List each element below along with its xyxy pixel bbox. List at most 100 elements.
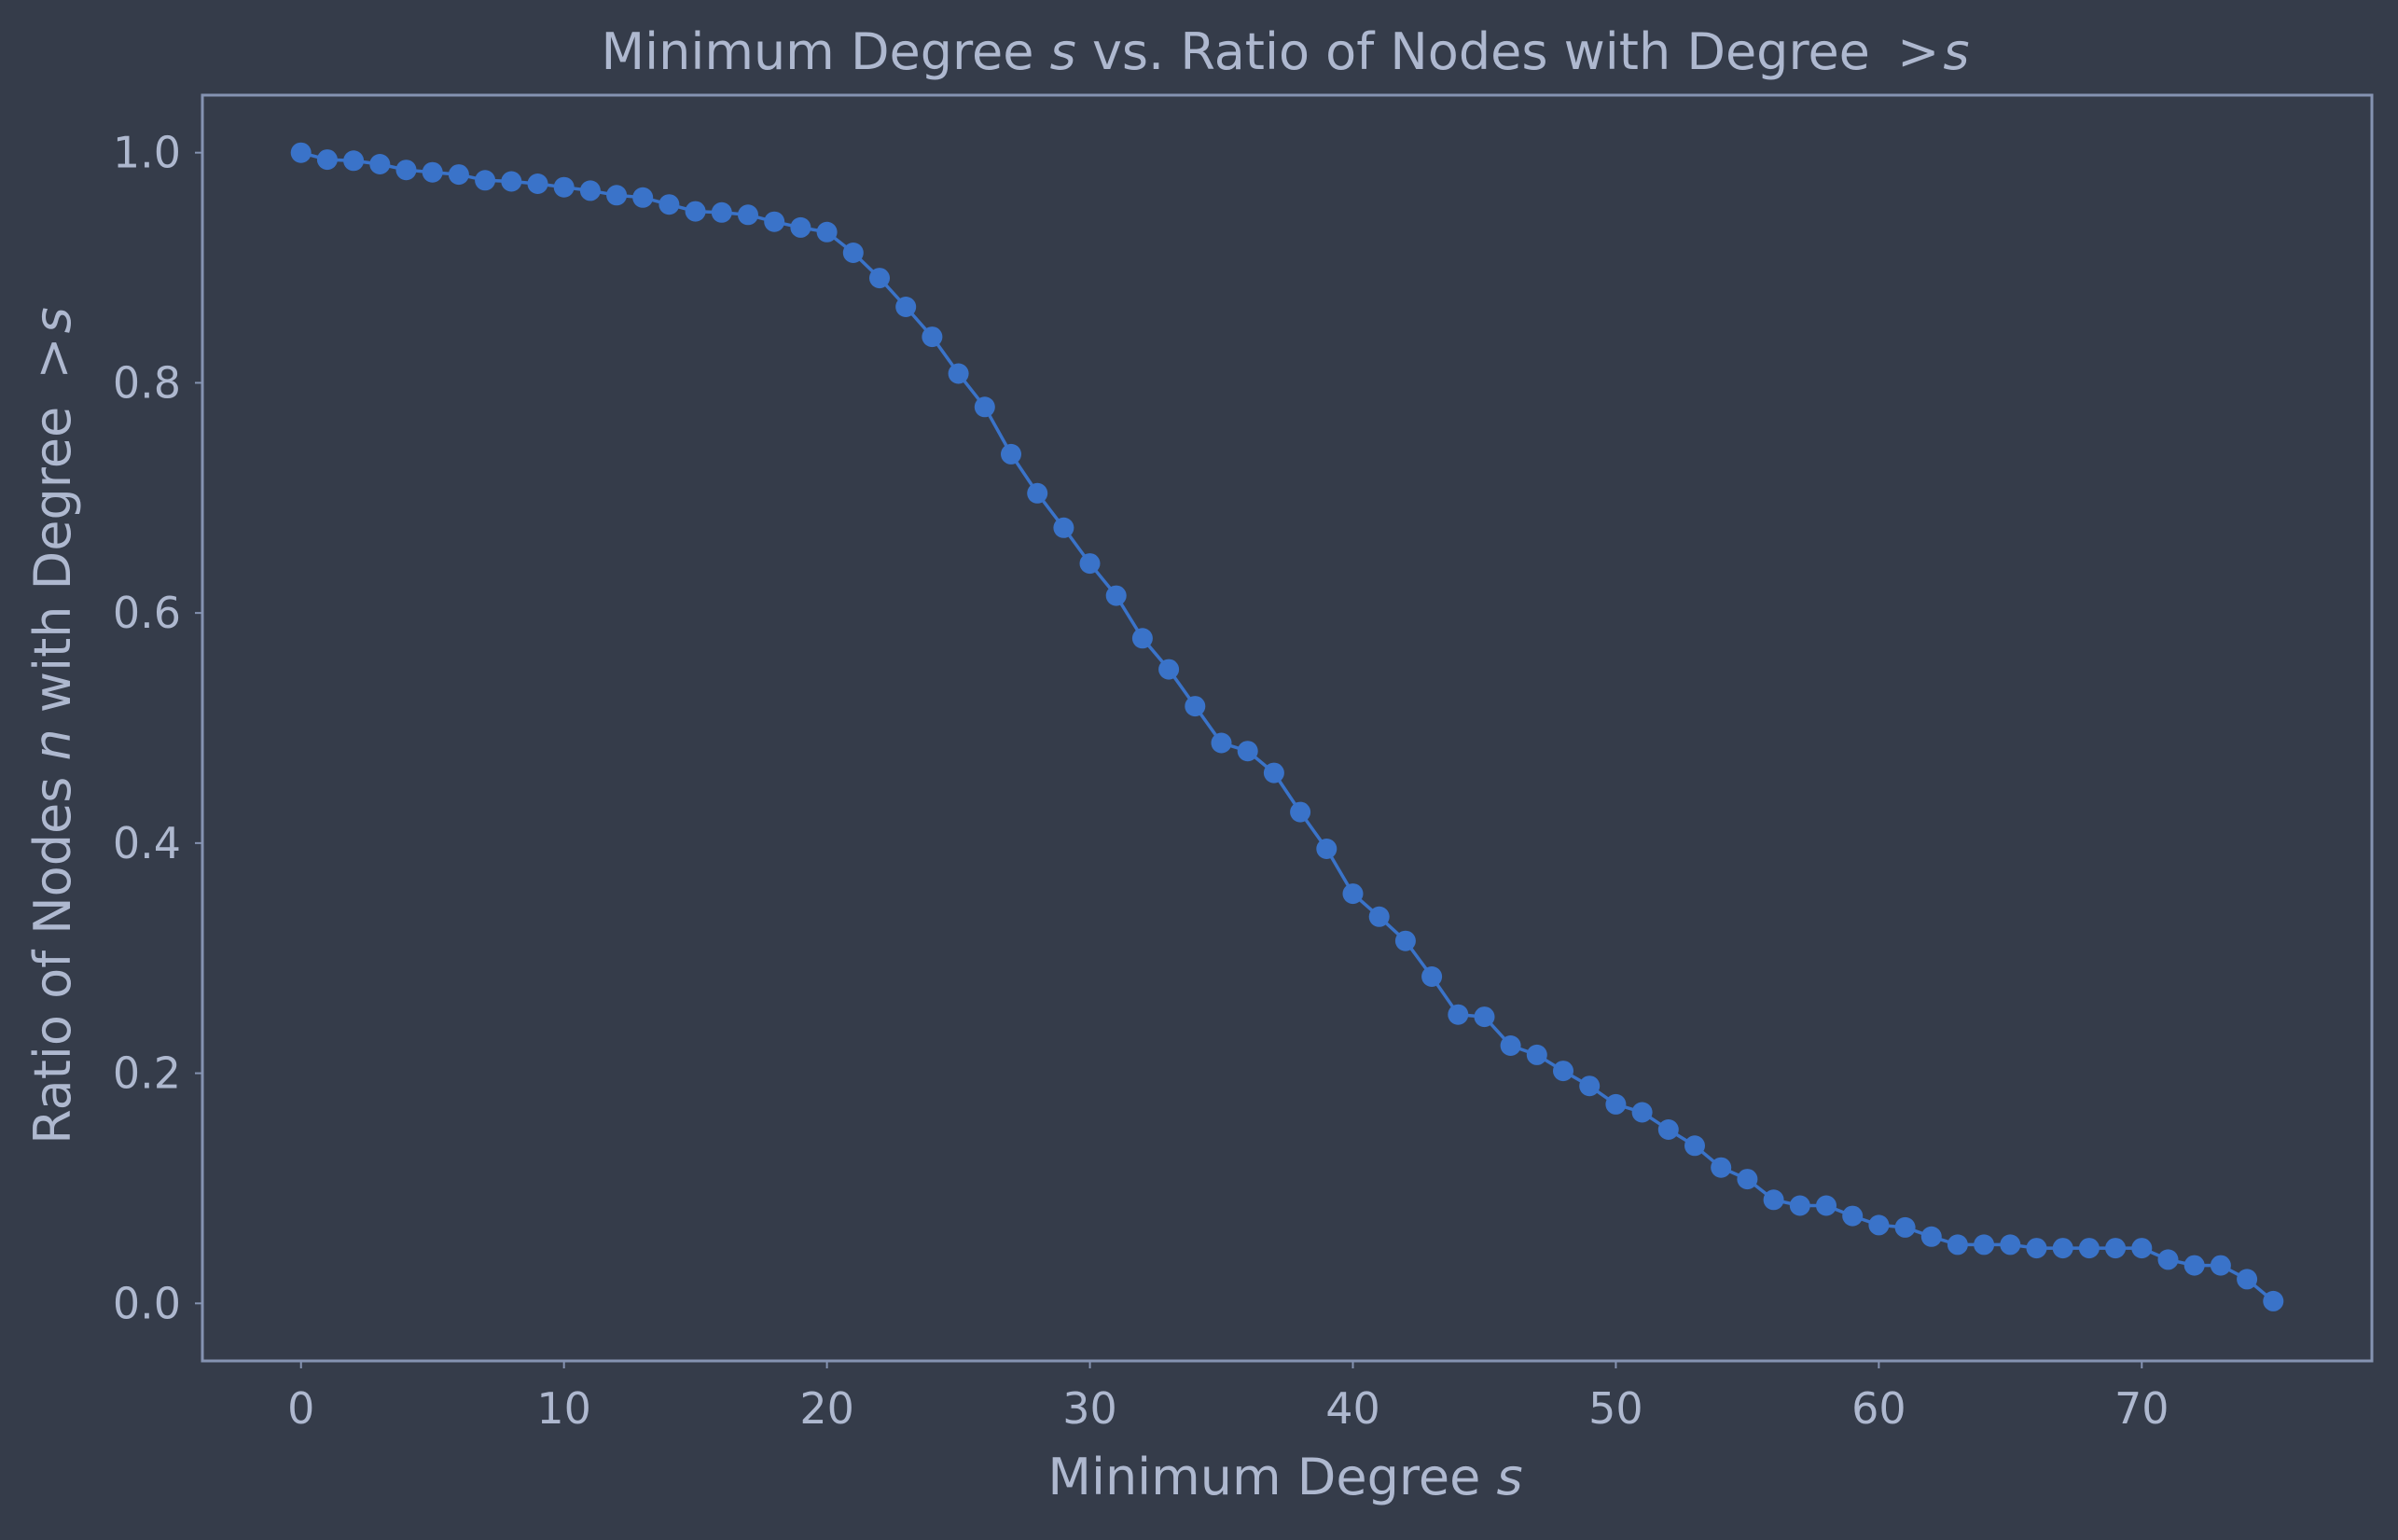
data-point <box>1631 1102 1653 1123</box>
data-point <box>1394 930 1416 951</box>
data-point <box>290 142 312 163</box>
data-point <box>1001 443 1021 465</box>
data-point <box>922 326 943 348</box>
data-point <box>316 149 338 171</box>
data-point <box>1842 1205 1864 1227</box>
x-tick-label: 0 <box>287 1383 314 1434</box>
plot-frame <box>201 93 2374 1363</box>
data-point <box>895 297 917 317</box>
data-point <box>1079 553 1101 575</box>
data-point <box>2026 1238 2047 1259</box>
y-axis-label: Ratio of Nodes n with Degree >s <box>23 307 82 1144</box>
data-point <box>1605 1093 1627 1115</box>
data-point <box>1185 696 1206 717</box>
chart-title: Minimum Degree s vs. Ratio of Nodes with… <box>602 22 1970 81</box>
data-point <box>1920 1226 1942 1247</box>
data-point <box>1868 1214 1890 1236</box>
data-point <box>1290 801 1311 823</box>
y-axis: 0.0 0.2 0.4 0.6 0.8 1.0 <box>113 128 202 1328</box>
data-point <box>1316 839 1338 859</box>
data-point <box>1263 762 1284 784</box>
data-point <box>1763 1189 1784 1211</box>
y-tick-label: 1.0 <box>113 128 181 178</box>
x-tick-label: 10 <box>536 1383 591 1434</box>
x-axis: 0 10 20 30 40 50 60 70 <box>287 1361 2169 1434</box>
data-point <box>1789 1195 1810 1216</box>
y-tick-label: 0.2 <box>113 1048 181 1099</box>
x-tick-label: 40 <box>1325 1383 1380 1434</box>
data-point <box>501 171 522 192</box>
data-point <box>553 176 575 198</box>
data-point <box>2078 1238 2100 1259</box>
data-point <box>1526 1044 1547 1065</box>
data-point <box>2210 1255 2231 1276</box>
data-point <box>685 201 706 222</box>
data-point <box>1105 585 1127 606</box>
x-tick-label: 30 <box>1062 1383 1117 1434</box>
data-point <box>527 173 548 194</box>
data-point <box>2105 1238 2127 1259</box>
data-point <box>1131 628 1153 649</box>
data-point <box>658 194 680 215</box>
data-point <box>2237 1269 2258 1290</box>
x-tick-label: 50 <box>1588 1383 1643 1434</box>
data-point <box>738 204 758 226</box>
data-point <box>2183 1255 2205 1276</box>
data-point <box>475 170 496 191</box>
data-point <box>1448 1004 1469 1025</box>
data-point <box>842 243 864 263</box>
data-point <box>1711 1157 1732 1178</box>
data-point <box>2000 1234 2021 1256</box>
x-tick-label: 60 <box>1851 1383 1906 1434</box>
data-point <box>2263 1290 2284 1311</box>
data-point <box>1027 482 1048 504</box>
data-point <box>711 201 732 223</box>
data-point <box>1342 883 1364 905</box>
y-tick-label: 0.8 <box>113 357 181 408</box>
data-point <box>1894 1216 1916 1238</box>
data-point <box>1553 1061 1573 1082</box>
y-tick-label: 0.4 <box>113 818 181 868</box>
data-point <box>1421 966 1443 987</box>
data-point <box>2052 1238 2073 1259</box>
data-point <box>869 268 890 289</box>
data-point <box>1474 1006 1495 1028</box>
y-tick-label: 0.6 <box>113 588 181 638</box>
data-point <box>948 363 969 384</box>
data-point <box>1947 1234 1968 1256</box>
series-layer <box>290 142 2284 1311</box>
y-tick-label: 0.0 <box>113 1278 181 1328</box>
data-point <box>1211 732 1232 754</box>
data-point <box>1657 1119 1679 1140</box>
x-axis-label: Minimum Degree s <box>1047 1448 1522 1506</box>
data-point <box>1579 1075 1601 1097</box>
data-point <box>422 161 443 183</box>
data-point <box>1816 1195 1837 1216</box>
data-point <box>632 187 654 208</box>
data-point <box>369 154 391 174</box>
data-point <box>343 150 365 172</box>
data-point <box>1237 741 1258 762</box>
data-point <box>764 211 785 232</box>
data-point <box>974 396 995 418</box>
data-point <box>579 180 601 201</box>
data-point <box>790 216 811 238</box>
data-point <box>1684 1135 1705 1157</box>
data-point <box>1974 1234 1995 1256</box>
data-point <box>1737 1169 1758 1190</box>
data-point <box>1158 659 1180 680</box>
series-line <box>300 151 2275 1303</box>
data-point <box>1368 906 1390 927</box>
data-point <box>816 221 838 243</box>
data-point <box>448 164 469 186</box>
data-point <box>606 185 628 206</box>
data-point <box>395 160 417 181</box>
data-point <box>1500 1035 1521 1056</box>
data-point <box>1053 517 1074 538</box>
data-point <box>2157 1249 2179 1270</box>
x-tick-label: 70 <box>2114 1383 2169 1434</box>
data-point <box>2131 1238 2153 1259</box>
x-tick-label: 20 <box>799 1383 854 1434</box>
